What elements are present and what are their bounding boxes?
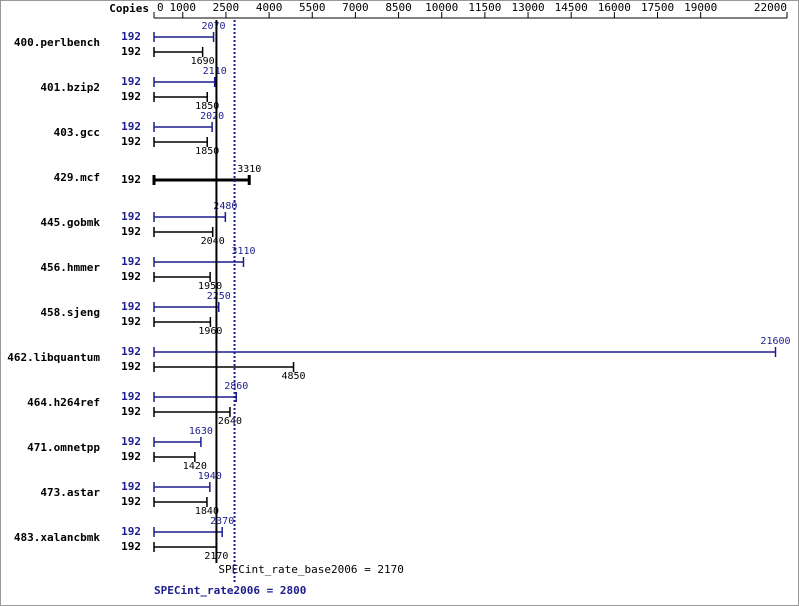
value-label: 1850 <box>195 101 219 112</box>
x-tick-label: 8500 <box>385 1 412 14</box>
copies-label: 192 <box>121 390 141 403</box>
copies-label: 192 <box>121 173 141 186</box>
benchmark-label: 483.xalancbmk <box>14 531 100 544</box>
value-label: 1950 <box>198 281 222 292</box>
x-tick-label: 11500 <box>468 1 501 14</box>
value-label: 3310 <box>237 164 261 175</box>
benchmark-label: 464.h264ref <box>27 396 100 409</box>
value-label: 21600 <box>760 336 790 347</box>
x-tick-label: 4000 <box>256 1 283 14</box>
x-tick-label: 14500 <box>555 1 588 14</box>
benchmark-label: 401.bzip2 <box>40 81 100 94</box>
benchmark-label: 473.astar <box>40 486 100 499</box>
copies-label: 192 <box>121 45 141 58</box>
benchmark-label: 445.gobmk <box>40 216 100 229</box>
copies-label: 192 <box>121 495 141 508</box>
x-tick-label: 5500 <box>299 1 326 14</box>
copies-label: 192 <box>121 225 141 238</box>
x-tick-label: 0 <box>157 1 164 14</box>
value-label: 1420 <box>183 461 207 472</box>
copies-header: Copies <box>109 2 149 15</box>
copies-label: 192 <box>121 405 141 418</box>
copies-label: 192 <box>121 270 141 283</box>
copies-label: 192 <box>121 135 141 148</box>
x-tick-label: 13000 <box>511 1 544 14</box>
copies-label: 192 <box>121 525 141 538</box>
reference-label: SPECint_rate_base2006 = 2170 <box>218 563 403 576</box>
benchmark-label: 403.gcc <box>54 126 100 139</box>
copies-label: 192 <box>121 210 141 223</box>
benchmark-label: 458.sjeng <box>40 306 100 319</box>
copies-label: 192 <box>121 345 141 358</box>
benchmark-label: 429.mcf <box>54 171 100 184</box>
value-label: 1690 <box>191 56 215 67</box>
copies-label: 192 <box>121 360 141 373</box>
value-label: 2860 <box>224 381 248 392</box>
value-label: 2040 <box>201 236 225 247</box>
x-tick-label: 2500 <box>213 1 240 14</box>
x-tick-label: 10000 <box>425 1 458 14</box>
copies-label: 192 <box>121 300 141 313</box>
x-tick-label: 22000 <box>754 1 787 14</box>
value-label: 2020 <box>200 111 224 122</box>
copies-label: 192 <box>121 30 141 43</box>
reference-label: SPECint_rate2006 = 2800 <box>154 584 306 597</box>
value-label: 2110 <box>203 66 227 77</box>
copies-label: 192 <box>121 120 141 133</box>
value-label: 4850 <box>282 371 306 382</box>
value-label: 1850 <box>195 146 219 157</box>
x-tick-label: 19000 <box>684 1 717 14</box>
value-label: 2070 <box>202 21 226 32</box>
value-label: 1840 <box>195 506 219 517</box>
copies-label: 192 <box>121 435 141 448</box>
value-label: 1630 <box>189 426 213 437</box>
x-tick-label: 16000 <box>598 1 631 14</box>
value-label: 1940 <box>198 471 222 482</box>
value-label: 2480 <box>213 201 237 212</box>
value-label: 2640 <box>218 416 242 427</box>
value-label: 3110 <box>231 246 255 257</box>
benchmark-label: 400.perlbench <box>14 36 100 49</box>
x-tick-label: 7000 <box>342 1 369 14</box>
copies-label: 192 <box>121 450 141 463</box>
benchmark-label: 456.hmmer <box>40 261 100 274</box>
value-label: 1960 <box>198 326 222 337</box>
copies-label: 192 <box>121 75 141 88</box>
benchmark-label: 462.libquantum <box>7 351 100 364</box>
value-label: 2370 <box>210 516 234 527</box>
copies-label: 192 <box>121 90 141 103</box>
copies-label: 192 <box>121 315 141 328</box>
benchmark-label: 471.omnetpp <box>27 441 100 454</box>
value-label: 2250 <box>207 291 231 302</box>
copies-label: 192 <box>121 540 141 553</box>
x-tick-label: 17500 <box>641 1 674 14</box>
copies-label: 192 <box>121 255 141 268</box>
x-tick-label: 1000 <box>170 1 197 14</box>
copies-label: 192 <box>121 480 141 493</box>
